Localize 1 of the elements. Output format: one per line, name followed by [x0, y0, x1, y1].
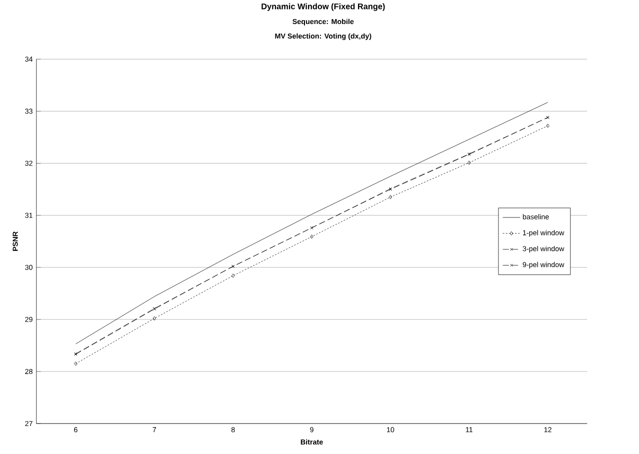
- chart-title: Dynamic Window (Fixed Range): [262, 3, 385, 11]
